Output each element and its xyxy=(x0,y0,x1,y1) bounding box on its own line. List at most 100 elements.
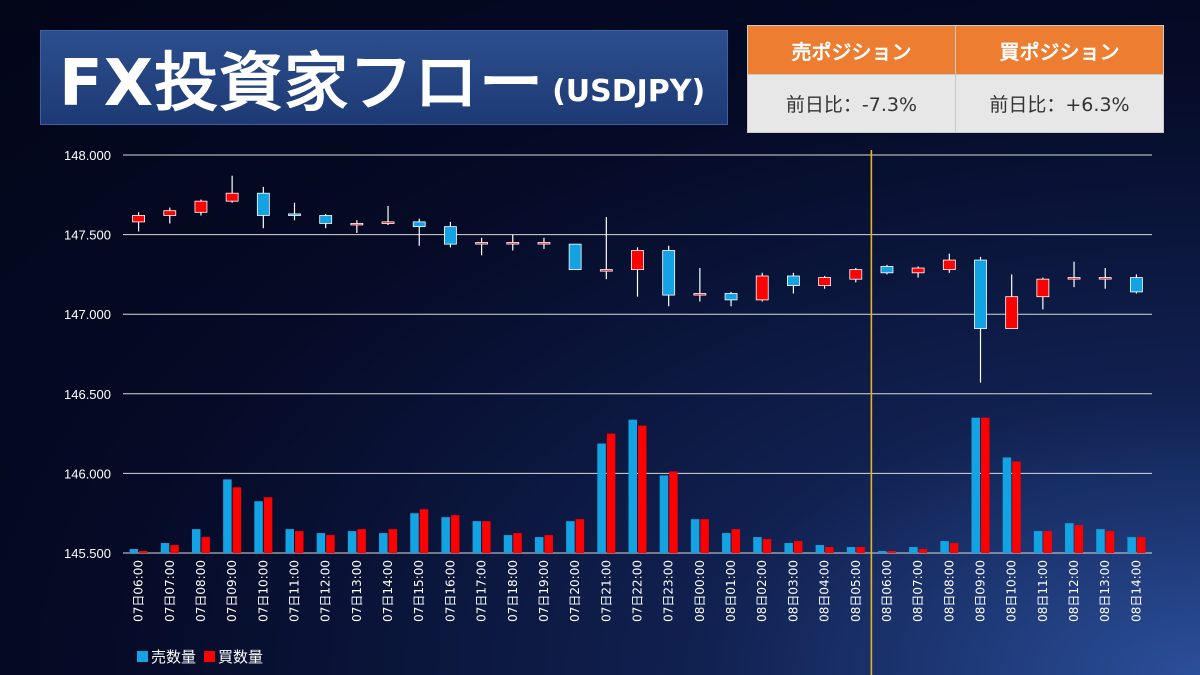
x-tick-label: 07日12:00 xyxy=(319,560,333,622)
buy-volume-bar xyxy=(1012,461,1021,553)
x-tick-label: 07日19:00 xyxy=(537,560,551,622)
buy-volume-bar xyxy=(887,551,896,553)
candle-body xyxy=(849,269,863,280)
y-tick-label: 145.500 xyxy=(64,546,111,561)
x-tick-label: 07日15:00 xyxy=(412,560,426,622)
x-tick-label: 07日20:00 xyxy=(568,560,582,622)
title-banner: FX投資家フロー (USDJPY) xyxy=(40,30,728,125)
x-tick-label: 08日12:00 xyxy=(1067,560,1081,622)
x-tick-label: 08日04:00 xyxy=(818,560,832,622)
buy-volume-bar xyxy=(1043,531,1052,553)
legend-sell: 売数量 xyxy=(137,646,196,667)
x-tick-label: 08日00:00 xyxy=(693,560,707,622)
buy-volume-bar xyxy=(201,537,210,553)
candle-body xyxy=(693,293,707,296)
buy-volume-bar xyxy=(669,471,678,553)
candle-body xyxy=(787,275,800,286)
legend-sell-swatch xyxy=(137,651,148,662)
candle-body xyxy=(350,223,364,226)
y-tick-label: 146.500 xyxy=(64,387,111,402)
x-tick-label: 07日11:00 xyxy=(288,560,302,622)
buy-volume-bar xyxy=(918,549,928,553)
candle-body xyxy=(662,250,676,296)
candle-body xyxy=(1130,277,1143,293)
x-tick-label: 08日01:00 xyxy=(724,560,738,622)
x-tick-label: 07日16:00 xyxy=(443,560,457,622)
sell-volume-bar xyxy=(1127,537,1136,553)
sell-volume-bar xyxy=(410,513,419,553)
sell-volume-bar xyxy=(690,519,700,553)
x-tick-label: 07日22:00 xyxy=(631,560,645,622)
x-tick-label: 07日10:00 xyxy=(256,560,270,622)
buy-volume-bar xyxy=(450,515,460,553)
candle-body xyxy=(818,277,831,286)
buy-volume-bar xyxy=(825,547,834,553)
x-tick-label: 07日18:00 xyxy=(506,560,520,622)
x-tick-label: 08日13:00 xyxy=(1098,560,1112,622)
legend-sell-label: 売数量 xyxy=(151,648,197,666)
sell-volume-bar xyxy=(191,529,201,553)
x-tick-label: 07日08:00 xyxy=(194,560,208,622)
buy-volume-bar xyxy=(793,541,803,553)
x-tick-label: 08日07:00 xyxy=(911,560,925,622)
candle-body xyxy=(132,215,145,223)
buy-volume-bar xyxy=(638,425,647,553)
legend-buy-swatch xyxy=(204,651,216,662)
candle-body xyxy=(506,242,520,245)
buy-volume-bar xyxy=(388,529,398,553)
candle-body xyxy=(1067,277,1081,280)
x-tick-label: 07日09:00 xyxy=(225,560,239,622)
sell-volume-bar xyxy=(160,543,170,553)
x-tick-label: 08日06:00 xyxy=(880,560,894,622)
buy-position-header: 買ポジション xyxy=(955,25,1164,75)
y-tick-label: 147.000 xyxy=(64,307,111,322)
buy-volume-bar xyxy=(263,497,273,553)
sell-volume-bar xyxy=(1065,523,1074,553)
buy-volume-bar xyxy=(232,487,242,553)
sell-volume-bar xyxy=(909,547,918,553)
page-subtitle: (USDJPY) xyxy=(552,74,706,109)
x-tick-label: 07日23:00 xyxy=(662,560,676,622)
sell-volume-bar xyxy=(379,533,388,553)
buy-volume-bar xyxy=(1105,531,1115,553)
x-tick-label: 07日14:00 xyxy=(381,560,395,622)
sell-volume-bar xyxy=(940,541,949,553)
sell-volume-bar xyxy=(784,543,793,553)
sell-volume-bar xyxy=(441,517,450,553)
sell-volume-bar xyxy=(472,521,482,553)
candle-body xyxy=(599,269,613,272)
sell-position-header: 売ポジション xyxy=(747,25,956,75)
sell-volume-bar xyxy=(285,529,294,553)
candle-body xyxy=(288,213,301,216)
buy-volume-bar xyxy=(170,545,179,553)
x-tick-label: 07日07:00 xyxy=(163,560,177,622)
sell-volume-bar xyxy=(316,533,326,553)
candle-body xyxy=(974,259,987,329)
candle-body xyxy=(256,192,270,216)
buy-volume-bar xyxy=(981,417,990,553)
buy-volume-bar xyxy=(1074,525,1084,553)
buy-volume-bar xyxy=(949,543,959,553)
sell-volume-bar xyxy=(753,537,762,553)
buy-volume-bar xyxy=(700,519,709,553)
candle-body xyxy=(319,215,333,224)
sell-volume-bar xyxy=(815,545,825,553)
sell-volume-bar xyxy=(1096,529,1105,553)
legend-buy: 買数量 xyxy=(204,646,263,667)
candle-body xyxy=(412,221,426,228)
candle-body xyxy=(537,242,551,245)
candle-body xyxy=(755,275,769,301)
candle-body xyxy=(381,221,395,224)
y-tick-label: 148.000 xyxy=(64,148,111,163)
sell-volume-bar xyxy=(223,479,232,553)
candle-body xyxy=(1098,277,1112,280)
x-axis-ticks: 07日06:00 07日07:00 07日08:00 07日09:00 07日10:00… xyxy=(132,560,1144,622)
x-tick-label: 08日10:00 xyxy=(1005,560,1019,622)
buy-volume-bar xyxy=(513,533,522,553)
sell-volume-bar xyxy=(846,547,856,553)
sell-volume-bar xyxy=(566,521,575,553)
buy-volume-bar xyxy=(482,521,491,553)
buy-volume-bar xyxy=(139,551,148,553)
candle-body xyxy=(568,243,582,271)
